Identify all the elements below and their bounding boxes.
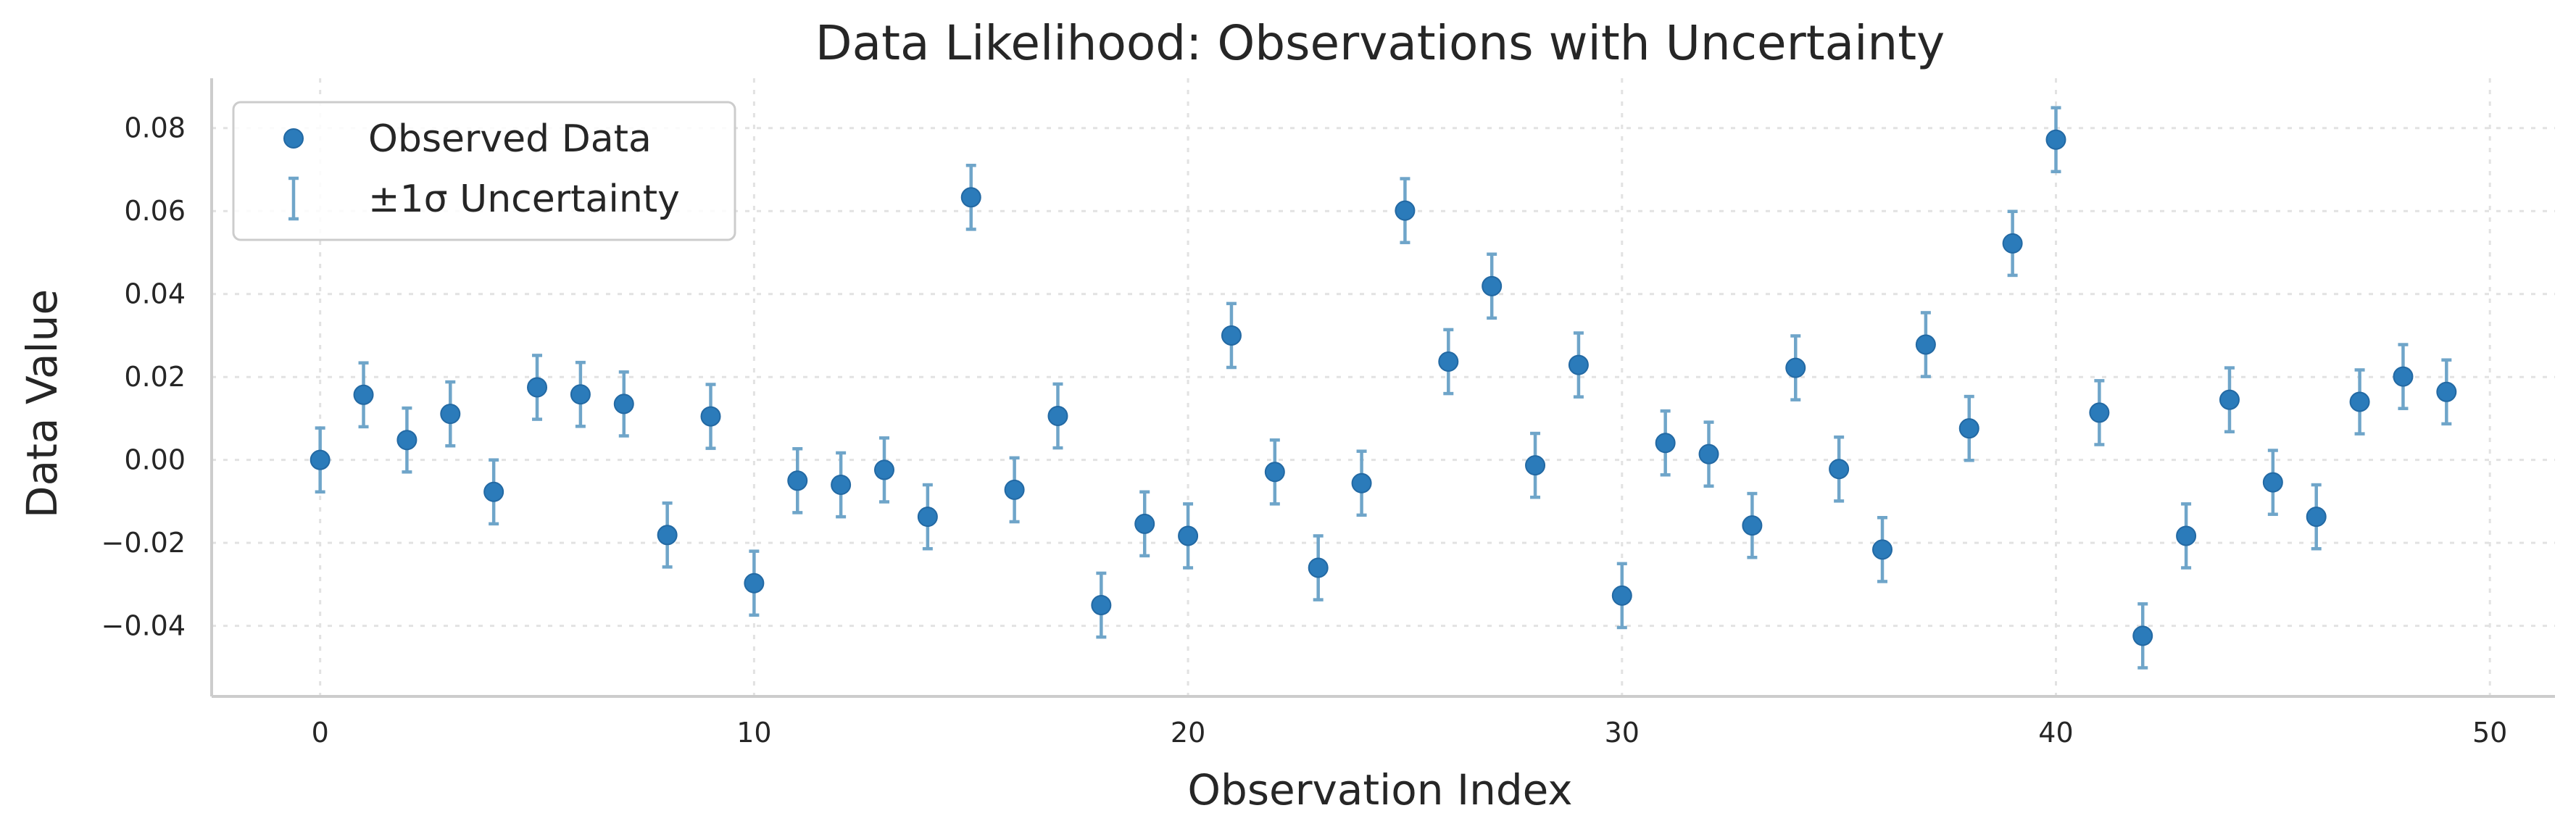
data-point — [787, 470, 808, 491]
data-point — [1134, 513, 1155, 534]
y-tick-label: 0.02 — [124, 361, 186, 393]
y-tick-label: 0.04 — [124, 278, 186, 310]
data-point — [1915, 334, 1936, 355]
data-point — [1221, 325, 1242, 346]
data-point — [440, 404, 461, 425]
data-point — [1351, 472, 1372, 494]
x-axis-ticks: 0 10 20 30 40 50 — [312, 717, 2508, 749]
legend-marker-observed — [283, 128, 304, 149]
data-point — [2436, 381, 2457, 402]
data-point — [1829, 459, 1850, 480]
y-axis-ticks: −0.04 −0.02 0.00 0.02 0.04 0.06 0.08 — [101, 112, 186, 642]
data-point — [873, 459, 894, 480]
data-point — [1091, 595, 1112, 616]
y-tick-label: −0.04 — [101, 610, 186, 642]
data-point — [1004, 479, 1025, 500]
y-tick-label: 0.08 — [124, 112, 186, 144]
legend-box — [232, 101, 736, 241]
data-point — [700, 406, 721, 427]
data-points — [309, 129, 2457, 646]
chart-title: Data Likelihood: Observations with Uncer… — [815, 15, 1945, 71]
x-tick-label: 0 — [312, 717, 329, 749]
data-point — [831, 475, 852, 496]
y-axis-label: Data Value — [17, 289, 67, 518]
legend-label-uncertainty: ±1σ Uncertainty — [368, 178, 680, 221]
data-point — [1698, 444, 1719, 465]
data-point — [1525, 455, 1546, 476]
x-tick-label: 30 — [1605, 717, 1640, 749]
y-tick-label: 0.06 — [124, 195, 186, 227]
data-point — [2045, 129, 2066, 150]
x-tick-label: 20 — [1171, 717, 1205, 749]
data-point — [1568, 354, 1589, 375]
data-point — [960, 187, 981, 208]
grid — [212, 78, 2555, 696]
data-point — [657, 525, 678, 546]
data-point — [396, 430, 417, 451]
y-tick-label: 0.00 — [124, 444, 186, 476]
data-point — [2306, 507, 2327, 528]
x-tick-label: 40 — [2038, 717, 2073, 749]
y-tick-label: −0.02 — [101, 527, 186, 559]
data-point — [2219, 389, 2240, 410]
data-point — [1047, 406, 1068, 427]
data-point — [2176, 525, 2197, 546]
data-point — [2393, 366, 2414, 387]
data-point — [917, 507, 938, 528]
data-point — [1178, 525, 1199, 546]
legend-marker-uncertainty — [288, 176, 299, 221]
data-point — [1785, 357, 1806, 378]
x-tick-label: 10 — [736, 717, 771, 749]
data-point — [2132, 625, 2153, 646]
x-tick-label: 50 — [2472, 717, 2507, 749]
data-point — [2089, 402, 2110, 423]
legend: Observed Data ±1σ Uncertainty — [232, 101, 736, 241]
data-point — [1872, 539, 1893, 560]
data-point — [744, 572, 765, 594]
data-point — [1655, 433, 1676, 454]
legend-label-observed: Observed Data — [368, 117, 652, 161]
data-point — [353, 384, 374, 405]
data-point — [613, 393, 634, 415]
data-point — [1958, 418, 1979, 439]
data-point — [2002, 233, 2023, 254]
data-point — [1308, 557, 1329, 578]
data-point — [309, 449, 331, 470]
data-point — [570, 384, 591, 405]
data-point — [1482, 275, 1503, 296]
data-point — [483, 481, 504, 502]
data-point — [1264, 462, 1285, 483]
data-point — [1438, 351, 1459, 372]
data-point — [2262, 472, 2283, 493]
data-point — [1611, 585, 1632, 606]
data-point — [1742, 515, 1763, 536]
data-point — [2349, 391, 2370, 412]
data-point — [1395, 200, 1416, 221]
data-point — [527, 377, 548, 398]
x-axis-label: Observation Index — [1187, 765, 1572, 815]
